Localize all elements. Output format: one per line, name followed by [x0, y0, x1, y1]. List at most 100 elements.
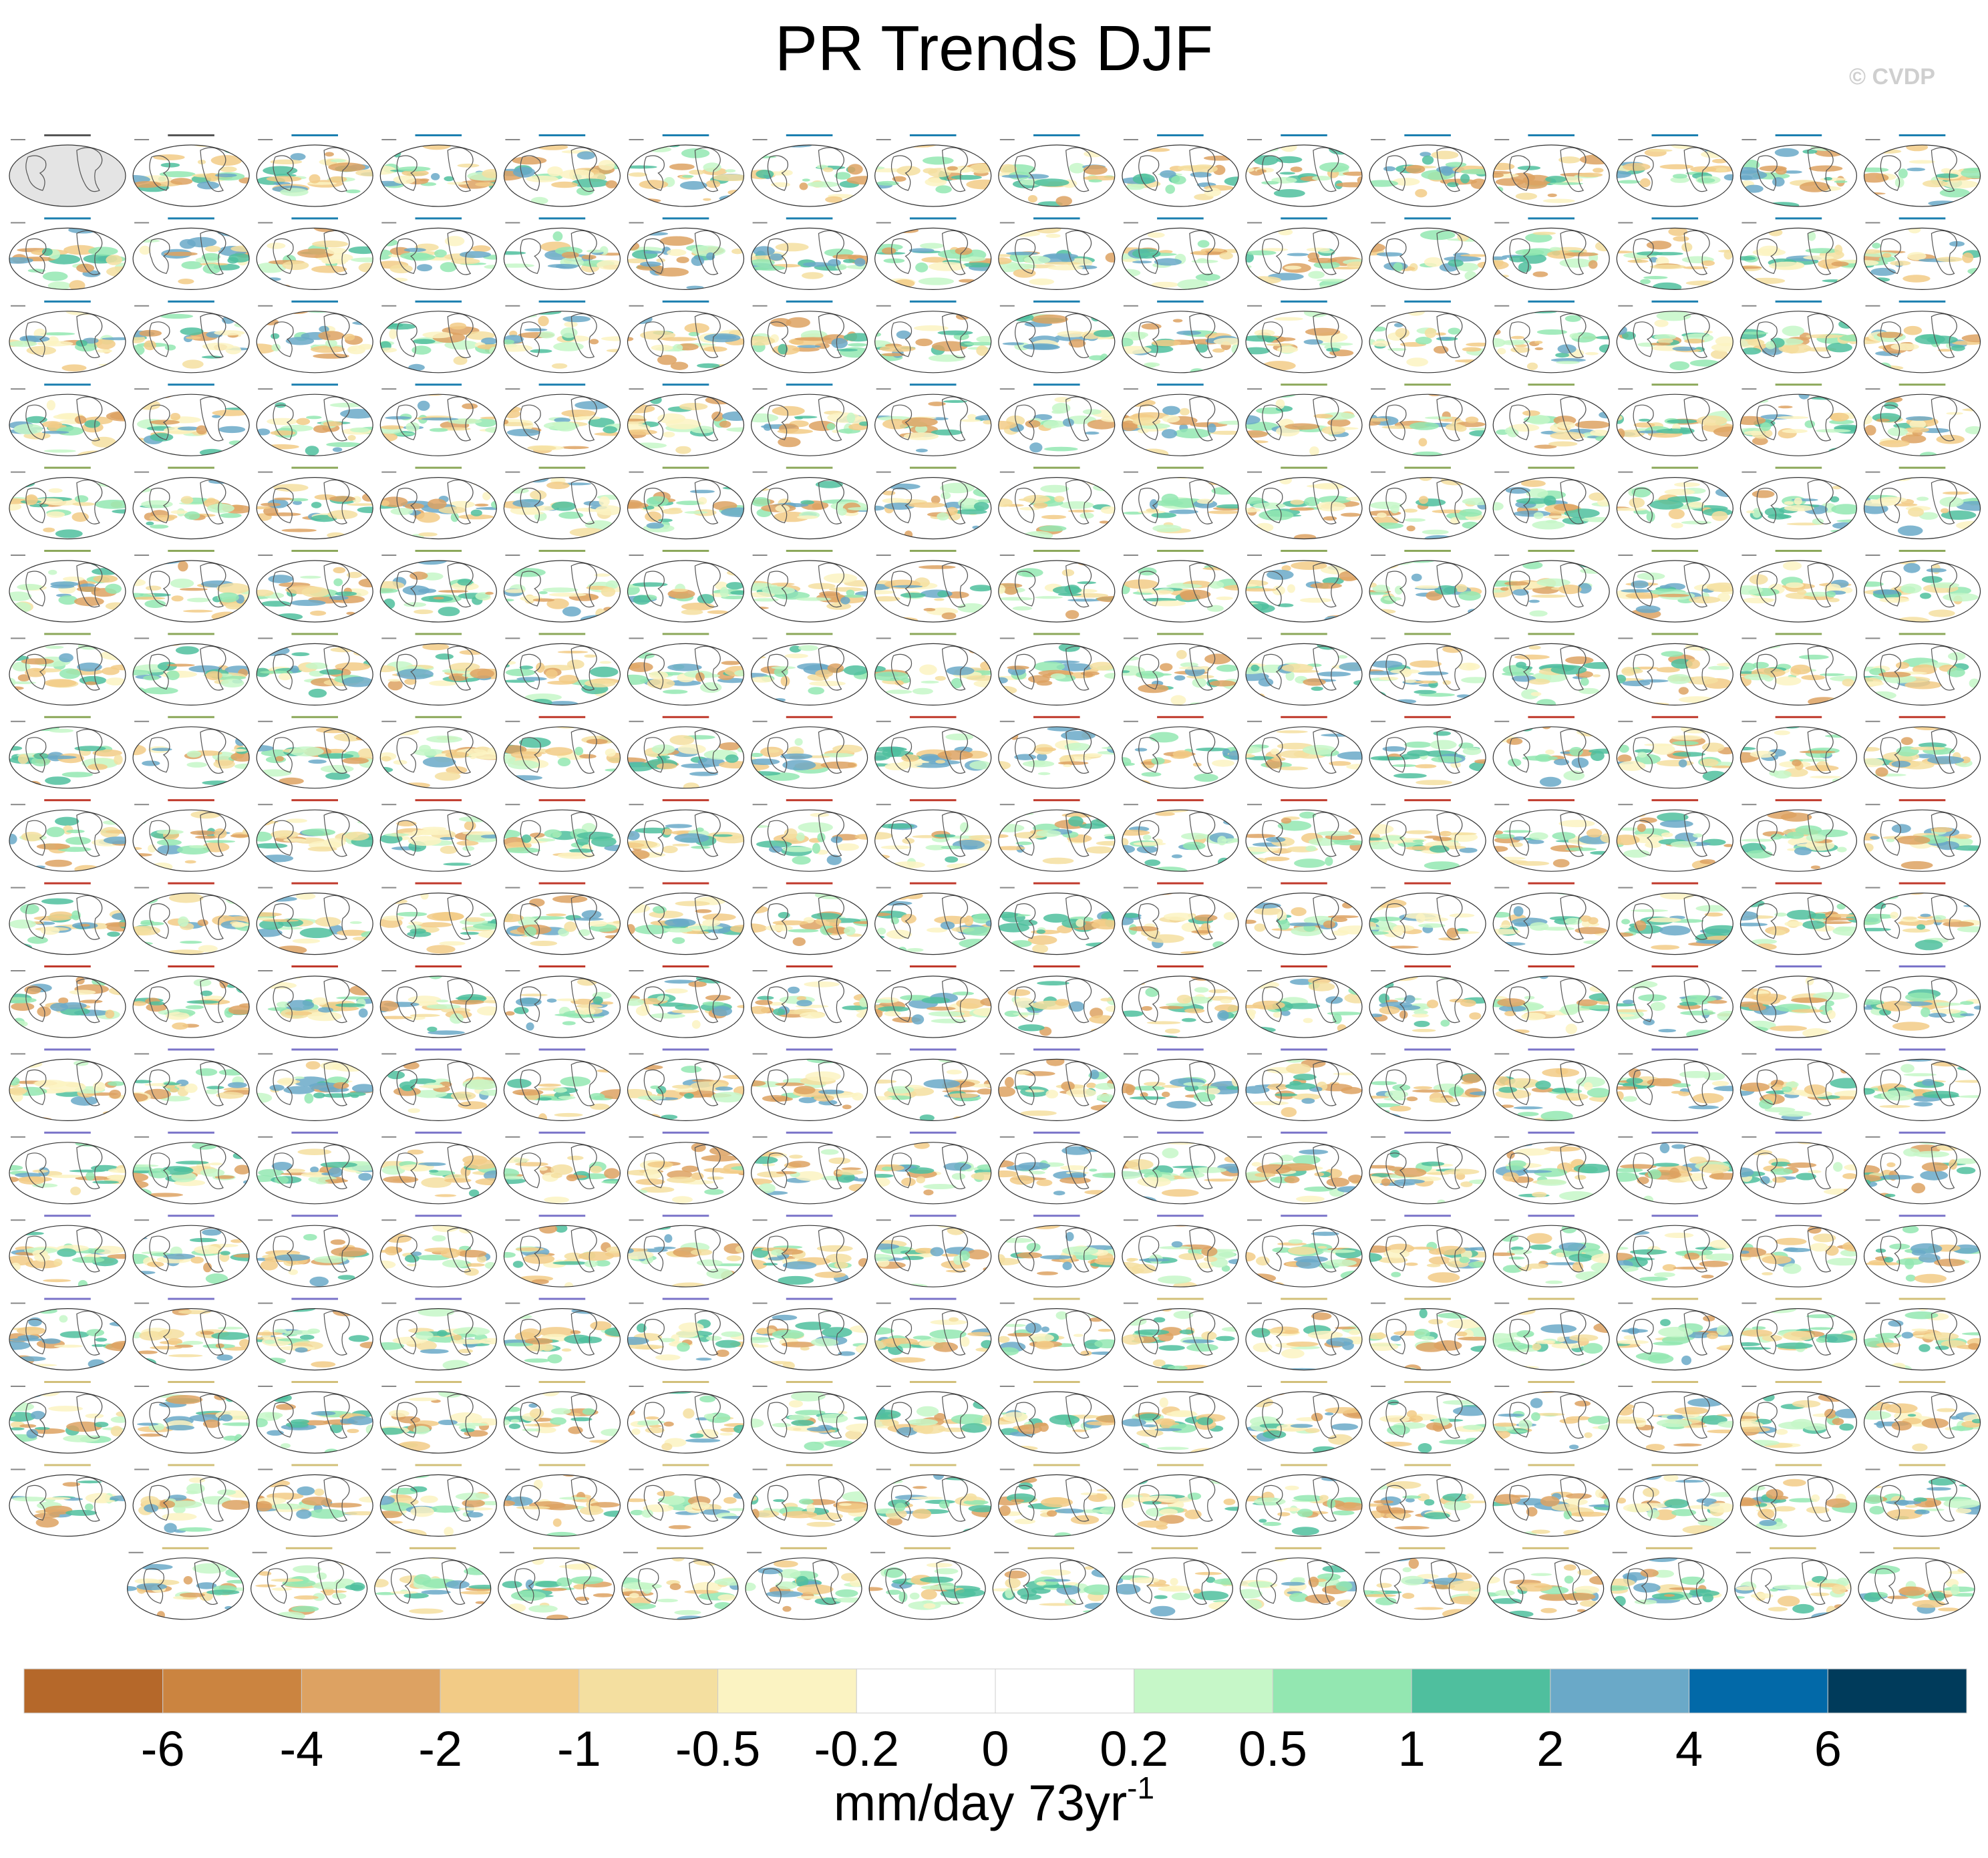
map-panel — [1740, 799, 1857, 872]
map-panel — [1369, 217, 1486, 290]
map-panel — [1122, 550, 1239, 623]
map-panel — [627, 1297, 745, 1371]
map-panel — [132, 466, 250, 540]
map-panel — [874, 882, 992, 955]
colorbar-box — [162, 1668, 302, 1714]
map-panel — [9, 1048, 126, 1122]
map-panel — [9, 1381, 126, 1454]
map-panel — [256, 383, 373, 456]
map-panel — [627, 1215, 745, 1287]
map-panel — [1369, 799, 1486, 872]
map-panel — [1863, 217, 1981, 290]
map-panel — [1740, 965, 1857, 1038]
map-panel — [379, 1464, 497, 1537]
map-panel — [379, 550, 497, 623]
colorbar-tick-label: -4 — [280, 1721, 324, 1776]
map-panel — [132, 1131, 250, 1205]
map-panel — [379, 300, 497, 373]
map-panel — [256, 799, 373, 872]
map-panel — [1122, 1297, 1239, 1371]
map-panel — [1492, 383, 1610, 456]
map-panel — [1492, 633, 1610, 706]
map-panel — [1616, 300, 1733, 373]
map-panel — [627, 1131, 745, 1205]
map-panel — [1734, 1547, 1852, 1620]
map-panel — [1616, 1048, 1733, 1122]
map-panel — [998, 466, 1116, 540]
map-panel — [256, 1464, 373, 1537]
map-panel — [998, 1048, 1116, 1122]
colorbar-box — [578, 1668, 719, 1714]
map-panel — [1245, 1297, 1363, 1371]
colorbar-box — [1827, 1668, 1967, 1714]
map-panel — [750, 383, 868, 456]
map-panel — [998, 1131, 1116, 1205]
map-panel — [874, 550, 992, 623]
map-panel — [1369, 882, 1486, 955]
map-panel — [1122, 799, 1239, 872]
map-panel — [1492, 1131, 1610, 1205]
map-panel — [503, 134, 621, 207]
map-panel — [1863, 965, 1981, 1038]
map-panel — [1369, 550, 1486, 623]
map-panel — [1616, 466, 1733, 540]
map-panel — [627, 134, 745, 207]
map-panel — [1122, 466, 1239, 540]
map-panel — [1616, 1131, 1733, 1205]
map-panel — [1122, 882, 1239, 955]
map-panel — [256, 1297, 373, 1371]
map-panel — [503, 1381, 621, 1454]
map-panel — [9, 217, 126, 290]
map-panel — [379, 217, 497, 290]
map-panel — [1616, 633, 1733, 706]
map-panel — [1616, 1297, 1733, 1371]
map-panel — [874, 799, 992, 872]
map-panel — [627, 799, 745, 872]
map-panel — [1740, 882, 1857, 955]
map-panel — [998, 550, 1116, 623]
map-panel — [1245, 383, 1363, 456]
map-panel — [1611, 1547, 1728, 1620]
map-panel — [1245, 633, 1363, 706]
map-panel — [1239, 1547, 1357, 1620]
map-panel — [379, 1381, 497, 1454]
map-panel — [1492, 217, 1610, 290]
map-panel — [1863, 1215, 1981, 1287]
map-panel — [750, 1464, 868, 1537]
map-panel — [1369, 466, 1486, 540]
map-panel — [1616, 1381, 1733, 1454]
map-panel — [1863, 1131, 1981, 1205]
map-panel — [379, 965, 497, 1038]
map-panel — [1616, 1464, 1733, 1537]
map-panel — [1616, 550, 1733, 623]
map-panel — [750, 550, 868, 623]
map-panel — [998, 1381, 1116, 1454]
map-panel — [1369, 1297, 1486, 1371]
map-panel — [750, 466, 868, 540]
map-panel — [1363, 1547, 1481, 1620]
map-panel — [132, 1215, 250, 1287]
map-panel — [874, 1215, 992, 1287]
map-panel — [132, 1381, 250, 1454]
map-panel — [874, 1131, 992, 1205]
map-panel — [1863, 300, 1981, 373]
map-panel — [1369, 716, 1486, 789]
map-panel — [1245, 134, 1363, 207]
map-panel — [9, 965, 126, 1038]
colorbar-tick-label: 0 — [981, 1721, 1009, 1776]
map-panel — [9, 466, 126, 540]
map-panel — [132, 1464, 250, 1537]
map-panel — [1492, 1048, 1610, 1122]
map-panel — [1492, 965, 1610, 1038]
map-panel — [256, 550, 373, 623]
map-panel — [256, 217, 373, 290]
map-panel — [1863, 134, 1981, 207]
map-panel — [1863, 633, 1981, 706]
colorbar-tick-label: 0.5 — [1238, 1721, 1307, 1776]
map-panel — [503, 633, 621, 706]
map-panel — [998, 1464, 1116, 1537]
map-panel — [503, 882, 621, 955]
map-panel — [9, 716, 126, 789]
chart-title: PR Trends DJF — [774, 13, 1214, 84]
